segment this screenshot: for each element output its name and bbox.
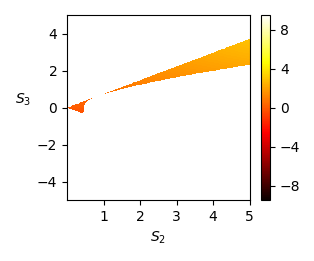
Y-axis label: $S_3$: $S_3$ bbox=[15, 91, 31, 108]
X-axis label: $S_2$: $S_2$ bbox=[150, 230, 166, 246]
